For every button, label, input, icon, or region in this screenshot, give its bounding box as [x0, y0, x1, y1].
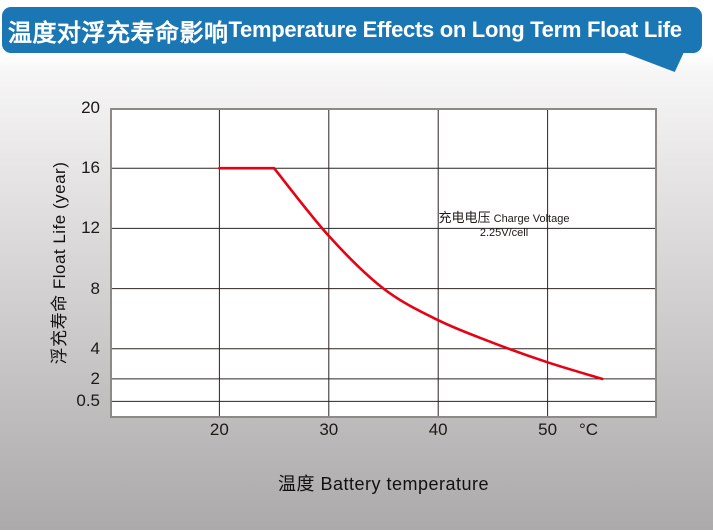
x-tick-label: 20 [209, 420, 229, 439]
annotation-line1: 充电电压 Charge Voltage [438, 210, 570, 226]
float-life-curve [218, 166, 604, 381]
x-axis-unit-label: °C [579, 420, 599, 439]
banner-tail-pointer [621, 52, 685, 72]
y-tick-label: 4 [90, 338, 100, 358]
plot-background [110, 108, 657, 418]
plot-frame [110, 108, 657, 418]
title-english: Temperature Effects on Long Term Float L… [228, 17, 683, 42]
y-tick-label: 12 [81, 218, 100, 238]
y-tick-label: 0.5 [76, 391, 100, 411]
charge-voltage-annotation: 充电电压 Charge Voltage 2.25V/cell [437, 211, 571, 240]
title-banner: 温度对浮充寿命影响 Temperature Effects on Long Ter… [2, 7, 702, 53]
y-tick-label: 16 [81, 158, 100, 178]
title-chinese: 温度对浮充寿命影响 [8, 19, 229, 47]
chart-plot [110, 108, 657, 418]
x-tick-label: 40 [428, 420, 448, 439]
y-tick-label: 8 [90, 278, 100, 298]
y-tick-label: 20 [81, 98, 100, 117]
x-axis-title: 温度 Battery temperature [277, 474, 490, 494]
y-axis-title: 浮充寿命 Float Life (year) [50, 161, 69, 365]
x-tick-label: 30 [319, 420, 339, 439]
annotation-line2: 2.25V/cell [479, 227, 529, 239]
x-tick-label: 50 [538, 420, 558, 439]
y-tick-label: 2 [90, 368, 100, 388]
